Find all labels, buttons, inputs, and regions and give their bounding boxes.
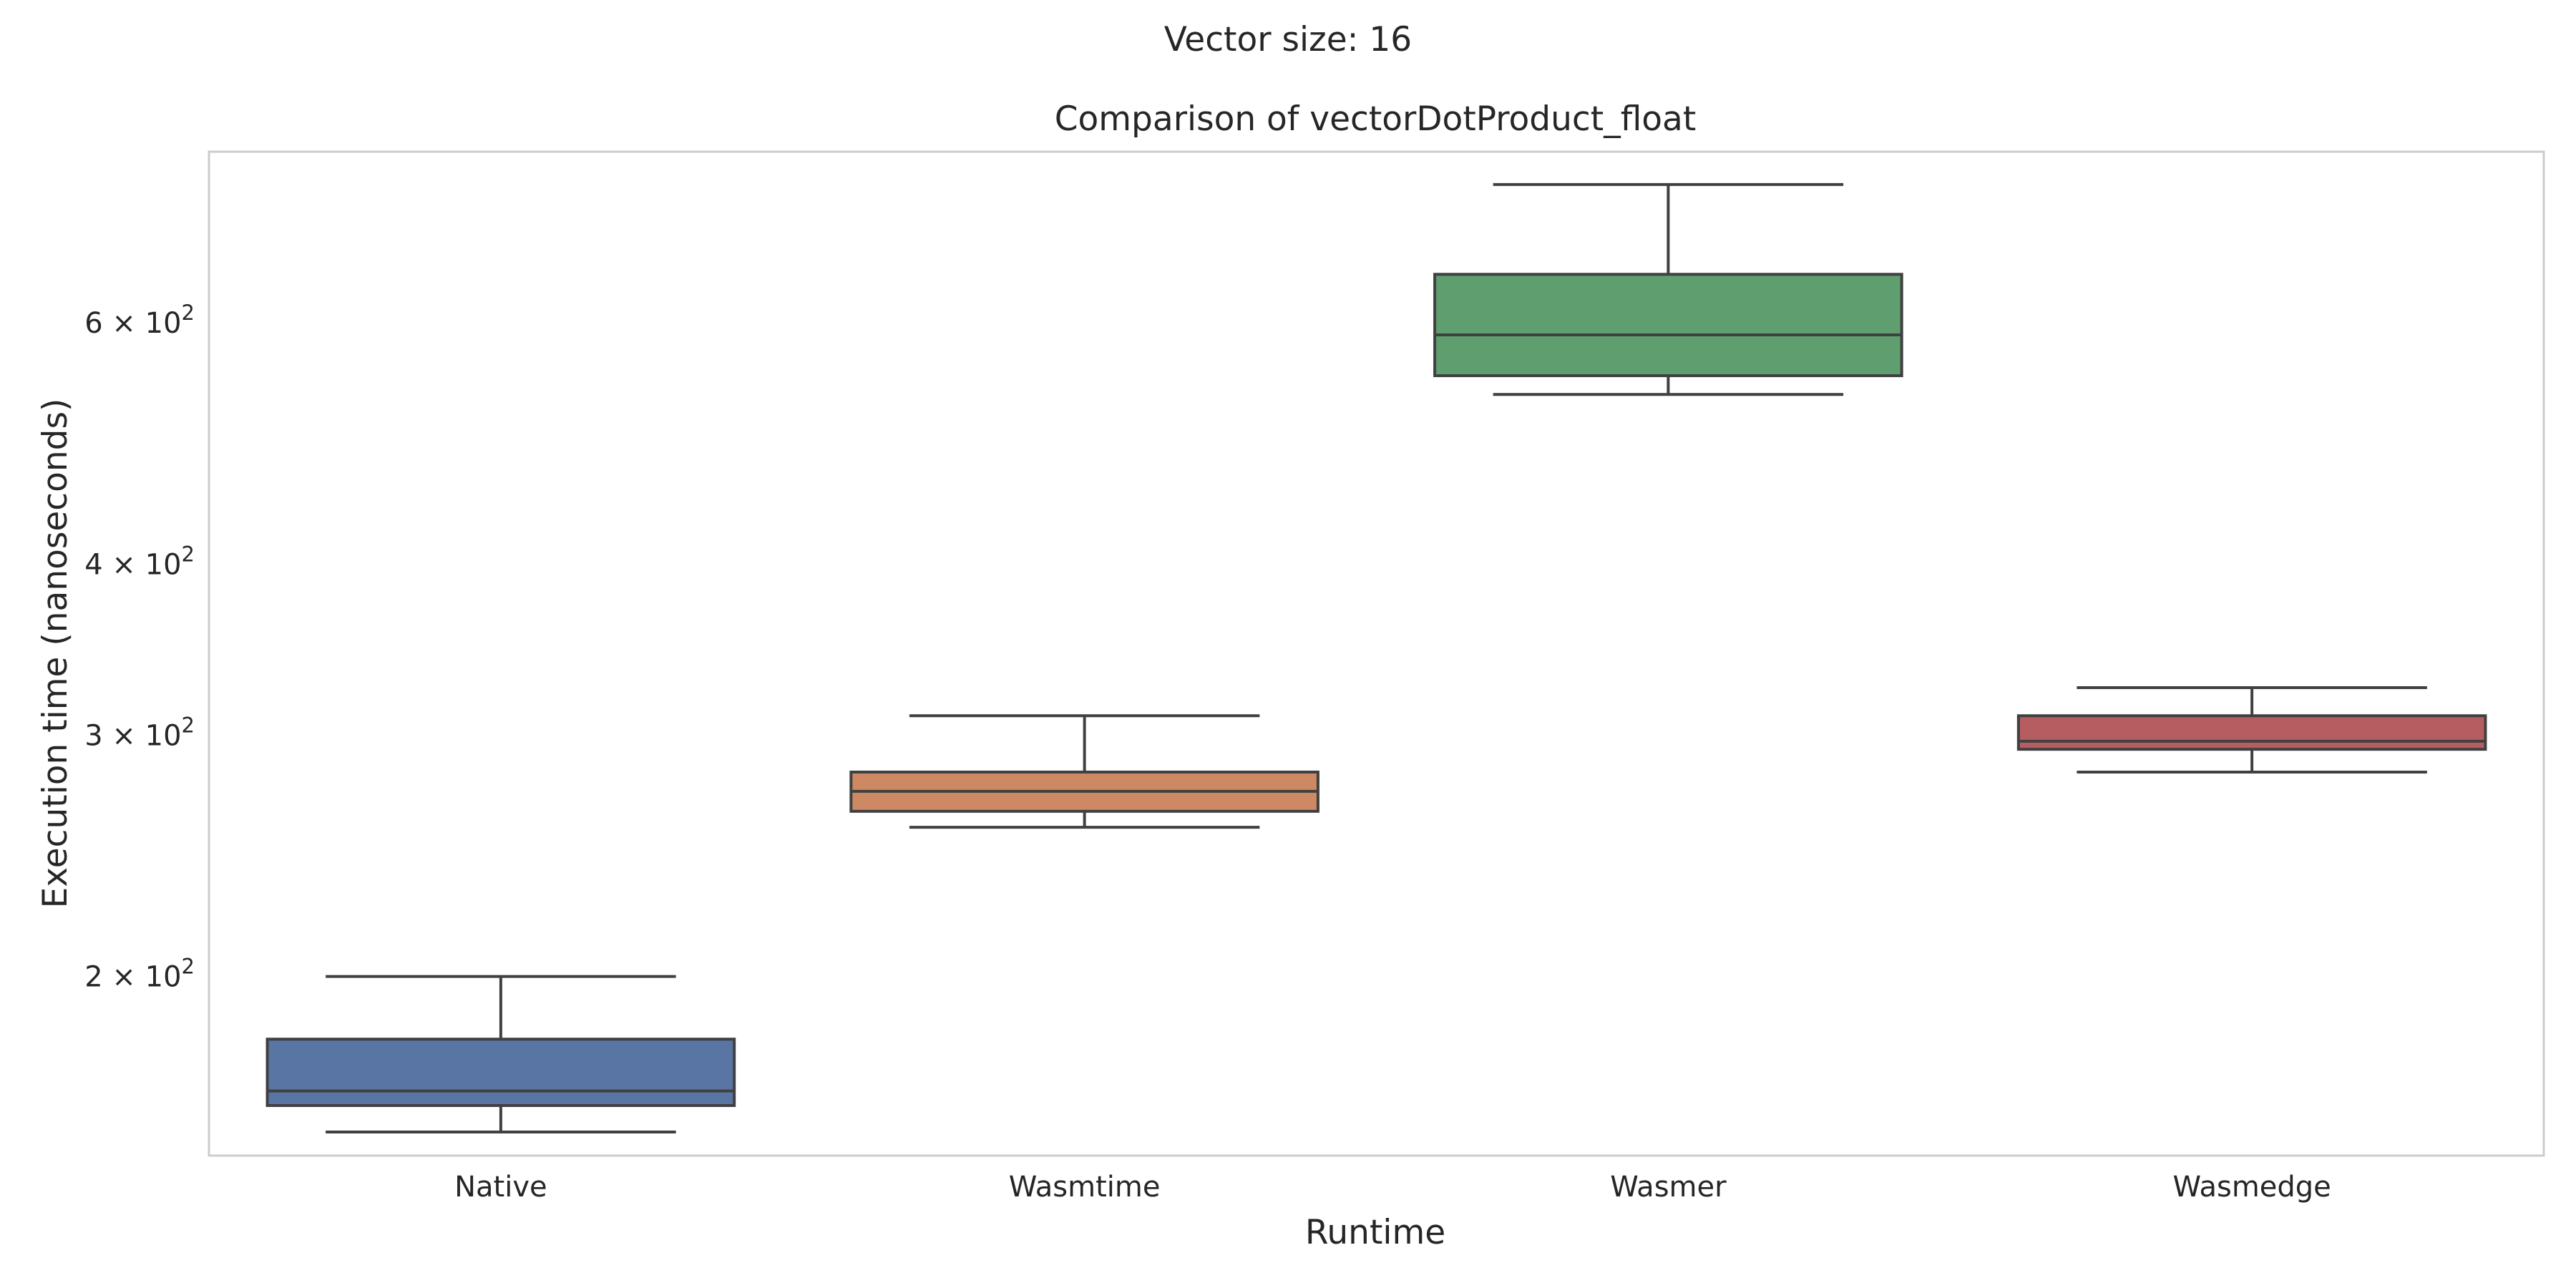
x-tick-label-native: Native <box>454 1171 547 1204</box>
boxes-layer <box>265 182 2487 1133</box>
y-tick-label-400: 4 × 102 <box>84 542 195 581</box>
iqr-box-wasmedge <box>2016 714 2487 751</box>
box-native <box>265 975 736 1133</box>
chart-suptitle: Vector size: 16 <box>1164 20 1412 59</box>
box-wasmedge <box>2016 686 2487 774</box>
x-axis-label: Runtime <box>1305 1213 1445 1252</box>
box-wasmer <box>1433 182 1903 396</box>
x-tick-label-wasmedge: Wasmedge <box>2172 1171 2331 1204</box>
y-tick-label-300: 3 × 102 <box>84 713 195 753</box>
y-tick-label-200: 2 × 102 <box>84 955 195 994</box>
y-tick-label-600: 6 × 102 <box>84 301 195 340</box>
iqr-box-native <box>265 1038 736 1107</box>
x-tick-label-wasmtime: Wasmtime <box>1009 1171 1161 1204</box>
y-axis-label: Execution time (nanoseconds) <box>36 399 75 909</box>
iqr-box-wasmer <box>1433 273 1903 378</box>
x-tick-labels: Native Wasmtime Wasmer Wasmedge <box>454 1171 2331 1204</box>
y-tick-labels: 2 × 102 3 × 102 4 × 102 6 × 102 <box>84 301 195 993</box>
plot-area-frame <box>208 150 2545 1157</box>
chart-title: Comparison of vectorDotProduct_float <box>1055 99 1697 139</box>
x-tick-label-wasmer: Wasmer <box>1610 1171 1727 1204</box>
box-wasmtime <box>849 714 1319 829</box>
